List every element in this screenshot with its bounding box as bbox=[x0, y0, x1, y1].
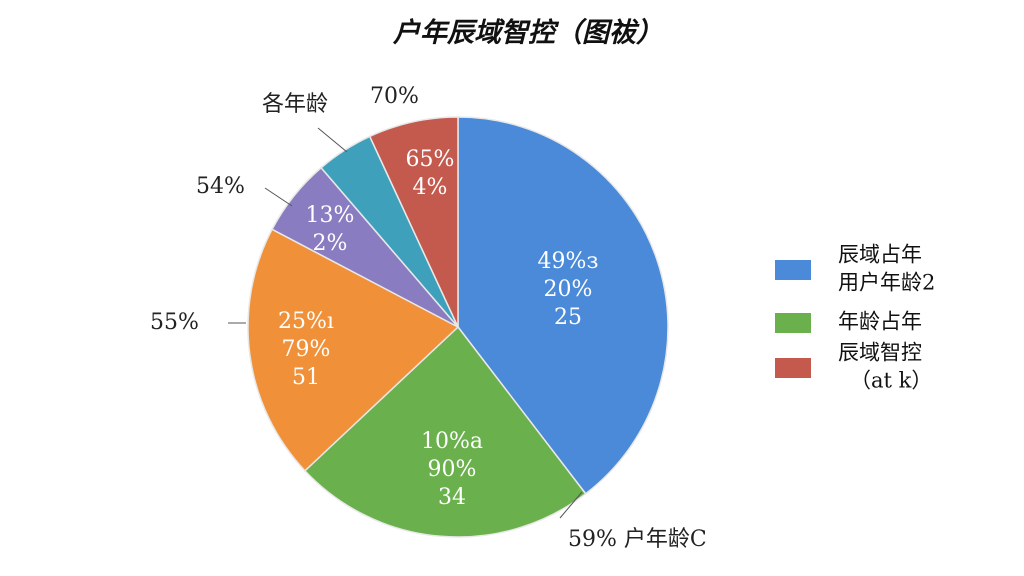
pie-slice bbox=[247, 228, 460, 472]
leader-line bbox=[559, 491, 583, 519]
slice-label: 49%з bbox=[538, 249, 599, 274]
legend-label: 辰域占年 bbox=[838, 243, 922, 267]
slice-label: 79% bbox=[282, 337, 331, 362]
slice-label: 20% bbox=[544, 277, 593, 302]
pie-slice bbox=[457, 116, 669, 495]
legend-label: 年龄占年 bbox=[838, 310, 922, 334]
slice-label: 90% bbox=[428, 457, 477, 482]
slice-label: 34 bbox=[438, 485, 466, 510]
outer-label: 55% bbox=[150, 310, 199, 335]
slice-label: 13% bbox=[306, 203, 355, 228]
slice-label: 65% bbox=[406, 147, 455, 172]
outer-label: 70% bbox=[370, 84, 419, 109]
leader-line bbox=[264, 187, 293, 207]
slice-label: 2% bbox=[313, 231, 348, 256]
outer-label: 59% 户年龄C bbox=[568, 527, 707, 552]
outer-label: 54% bbox=[196, 174, 245, 199]
slice-label: 10%a bbox=[421, 429, 483, 454]
slice-label: 25%ı bbox=[278, 309, 334, 334]
pie-slice bbox=[303, 325, 587, 538]
outer-label: 各年龄 bbox=[262, 92, 328, 117]
legend-swatch bbox=[775, 313, 811, 333]
legend-label: （at k） bbox=[850, 369, 932, 393]
pie-slice bbox=[368, 116, 459, 328]
chart-title: 户年辰域智控（图祓） bbox=[392, 18, 663, 49]
legend-label: 用户年龄2 bbox=[838, 271, 935, 295]
legend-label: 辰域智控 bbox=[838, 341, 922, 365]
leader-line bbox=[317, 127, 348, 153]
legend-swatch bbox=[775, 260, 811, 280]
slice-label: 4% bbox=[413, 175, 448, 200]
legend-swatch bbox=[775, 358, 811, 378]
slice-label: 51 bbox=[292, 365, 320, 390]
slice-label: 25 bbox=[554, 305, 582, 330]
